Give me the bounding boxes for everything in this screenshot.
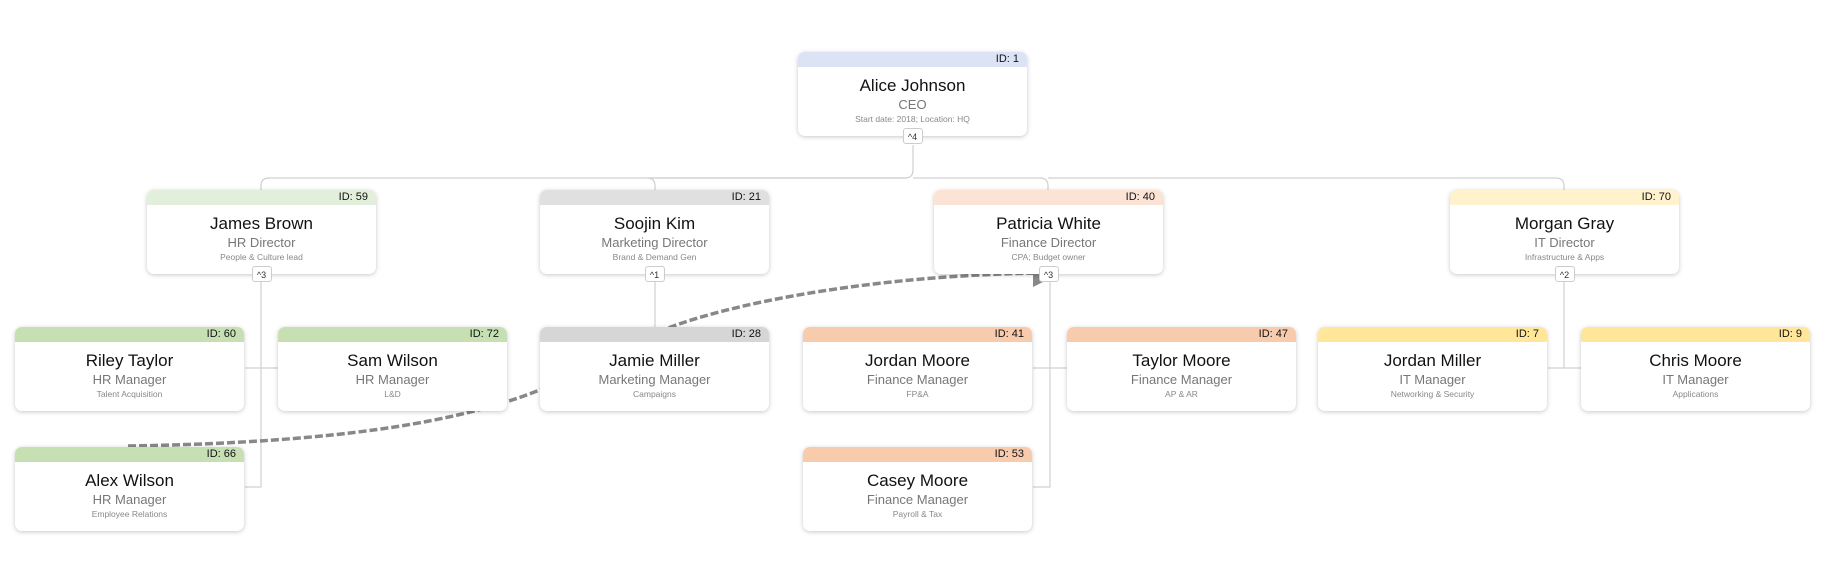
- node-name: Chris Moore: [1649, 351, 1742, 370]
- node-card: ID: 66 Alex Wilson HR Manager Employee Rela…: [15, 447, 244, 531]
- child-count: 3: [1048, 270, 1054, 280]
- node-note: Start date: 2018; Location: HQ: [855, 114, 970, 124]
- node-card: ID: 21 Soojin Kim Marketing Director Brand …: [540, 190, 769, 274]
- node-card: ID: 1 Alice Johnson CEO Start date: 2018; L…: [798, 52, 1027, 136]
- node-title: Finance Manager: [866, 492, 969, 507]
- node-card: ID: 40 Patricia White Finance Director CPA;…: [934, 190, 1163, 274]
- node-id: ID: 41: [803, 327, 1032, 342]
- node-note: Brand & Demand Gen: [612, 252, 697, 262]
- node-card: ID: 60 Riley Taylor HR Manager Talent Acqui…: [15, 327, 244, 411]
- node-card: ID: 41 Jordan Moore Finance Manager FP&A: [803, 327, 1032, 411]
- node-id: ID: 7: [1318, 327, 1547, 342]
- collapse-button[interactable]: ^3: [251, 266, 272, 282]
- node-name: Jamie Miller: [609, 351, 700, 370]
- node-id: ID: 28: [540, 327, 769, 342]
- node-name: Alice Johnson: [859, 76, 966, 95]
- node-title: IT Director: [1534, 235, 1595, 250]
- node-note: FP&A: [906, 389, 929, 399]
- node-name: Jordan Miller: [1383, 351, 1482, 370]
- child-count: 4: [912, 132, 918, 142]
- node-note: Campaigns: [633, 389, 676, 399]
- node-card: ID: 70 Morgan Gray IT Director Infrastructu…: [1450, 190, 1679, 274]
- node-name: Casey Moore: [866, 471, 969, 490]
- node-card: ID: 72 Sam Wilson HR Manager L&D: [278, 327, 507, 411]
- collapse-button[interactable]: ^4: [902, 128, 923, 144]
- node-title: IT Manager: [1662, 372, 1729, 387]
- node-id: ID: 21: [540, 190, 769, 205]
- node-name: James Brown: [210, 214, 313, 233]
- caret: ^: [1559, 270, 1565, 280]
- node-title: Marketing Manager: [598, 372, 711, 387]
- node-note: Networking & Security: [1390, 389, 1475, 399]
- node-id: ID: 70: [1450, 190, 1679, 205]
- collapse-button[interactable]: ^3: [1038, 266, 1059, 282]
- node-note: Employee Relations: [91, 509, 168, 519]
- node-title: Finance Manager: [866, 372, 969, 387]
- node-note: AP & AR: [1165, 389, 1198, 399]
- node-title: Finance Director: [1000, 235, 1097, 250]
- caret: ^: [907, 132, 913, 142]
- node-id: ID: 72: [278, 327, 507, 342]
- node-note: Talent Acquisition: [96, 389, 163, 399]
- node-title: HR Manager: [92, 492, 167, 507]
- node-card: ID: 47 Taylor Moore Finance Manager AP & AR: [1067, 327, 1296, 411]
- child-count: 1: [654, 270, 660, 280]
- node-title: HR Manager: [92, 372, 167, 387]
- node-name: Jordan Moore: [865, 351, 970, 370]
- node-id: ID: 47: [1067, 327, 1296, 342]
- node-id: ID: 1: [798, 52, 1027, 67]
- node-name: Patricia White: [996, 214, 1101, 233]
- node-name: Soojin Kim: [613, 214, 696, 233]
- node-title: Marketing Director: [601, 235, 708, 250]
- node-card: ID: 59 James Brown HR Director People & Cul…: [147, 190, 376, 274]
- node-name: Riley Taylor: [85, 351, 174, 370]
- child-count: 3: [261, 270, 267, 280]
- node-card: ID: 53 Casey Moore Finance Manager Payroll …: [803, 447, 1032, 531]
- node-title: HR Manager: [355, 372, 430, 387]
- collapse-button[interactable]: ^2: [1554, 266, 1575, 282]
- node-id: ID: 40: [934, 190, 1163, 205]
- node-note: Infrastructure & Apps: [1524, 252, 1605, 262]
- node-card: ID: 7 Jordan Miller IT Manager Networking &…: [1318, 327, 1547, 411]
- node-note: L&D: [384, 389, 401, 399]
- node-id: ID: 59: [147, 190, 376, 205]
- tree-lines: [245, 145, 1581, 488]
- node-name: Morgan Gray: [1514, 214, 1615, 233]
- caret: ^: [1043, 270, 1049, 280]
- node-card: ID: 28 Jamie Miller Marketing Manager Campa…: [540, 327, 769, 411]
- node-id: ID: 9: [1581, 327, 1810, 342]
- node-id: ID: 60: [15, 327, 244, 342]
- node-id: ID: 53: [803, 447, 1032, 462]
- node-id: ID: 66: [15, 447, 244, 462]
- caret: ^: [256, 270, 262, 280]
- node-title: HR Director: [227, 235, 296, 250]
- node-note: People & Culture lead: [220, 252, 303, 262]
- node-note: CPA; Budget owner: [1011, 252, 1086, 262]
- node-name: Alex Wilson: [85, 471, 174, 490]
- node-note: Applications: [1672, 389, 1719, 399]
- collapse-button[interactable]: ^1: [644, 266, 665, 282]
- node-note: Payroll & Tax: [892, 509, 943, 519]
- node-name: Sam Wilson: [347, 351, 438, 370]
- node-title: IT Manager: [1399, 372, 1466, 387]
- node-card: ID: 9 Chris Moore IT Manager Applications: [1581, 327, 1810, 411]
- child-count: 2: [1564, 270, 1570, 280]
- caret: ^: [649, 270, 655, 280]
- node-title: CEO: [898, 97, 927, 112]
- node-name: Taylor Moore: [1132, 351, 1231, 370]
- node-title: Finance Manager: [1130, 372, 1233, 387]
